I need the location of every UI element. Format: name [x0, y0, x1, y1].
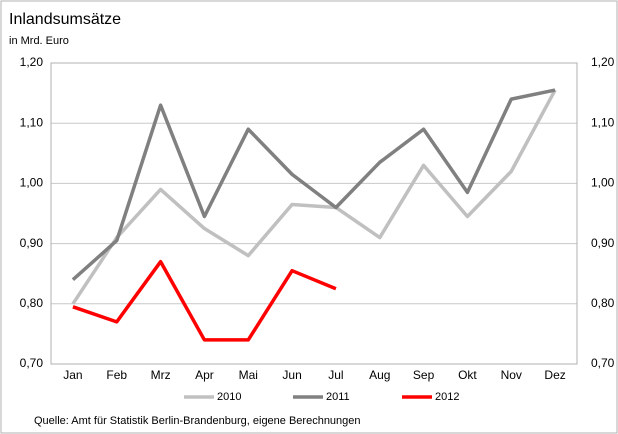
y-tick-label-right: 0,90 — [591, 236, 615, 250]
x-tick-label: Mrz — [151, 368, 171, 382]
y-tick-label: 0,90 — [20, 236, 44, 250]
x-tick-label: Jun — [282, 368, 301, 382]
x-tick-label: Mai — [239, 368, 258, 382]
x-tick-label: Feb — [106, 368, 127, 382]
x-tick-label: Sep — [413, 368, 435, 382]
chart-title: Inlandsumsätze — [9, 11, 121, 28]
y-tick-label-right: 1,20 — [591, 55, 615, 69]
x-tick-label: Apr — [195, 368, 214, 382]
legend-label: 2010 — [217, 391, 241, 403]
legend-label: 2011 — [326, 391, 350, 403]
series-line — [71, 89, 557, 305]
y-tick-label: 1,20 — [20, 55, 44, 69]
y-tick-label: 0,70 — [20, 356, 44, 370]
x-tick-label: Aug — [369, 368, 390, 382]
y-tick-label: 1,10 — [20, 115, 44, 129]
plot-border — [50, 62, 578, 365]
y-tick-label: 1,00 — [20, 176, 44, 190]
legend-label: 2012 — [435, 391, 459, 403]
x-tick-label: Jan — [63, 368, 82, 382]
x-tick-label: Jul — [328, 368, 343, 382]
y-tick-label: 0,80 — [20, 296, 44, 310]
y-tick-label-right: 0,80 — [591, 296, 615, 310]
y-tick-label-right: 0,70 — [591, 356, 615, 370]
series-line — [71, 88, 556, 282]
series-line — [72, 259, 337, 342]
x-tick-label: Okt — [458, 368, 477, 382]
y-tick-label-right: 1,10 — [591, 115, 615, 129]
y-tick-label-right: 1,00 — [591, 176, 615, 190]
chart-subtitle: in Mrd. Euro — [9, 35, 69, 47]
x-tick-label: Dez — [544, 368, 565, 382]
x-tick-label: Nov — [501, 368, 522, 382]
source-note: Quelle: Amt für Statistik Berlin-Branden… — [34, 415, 361, 427]
